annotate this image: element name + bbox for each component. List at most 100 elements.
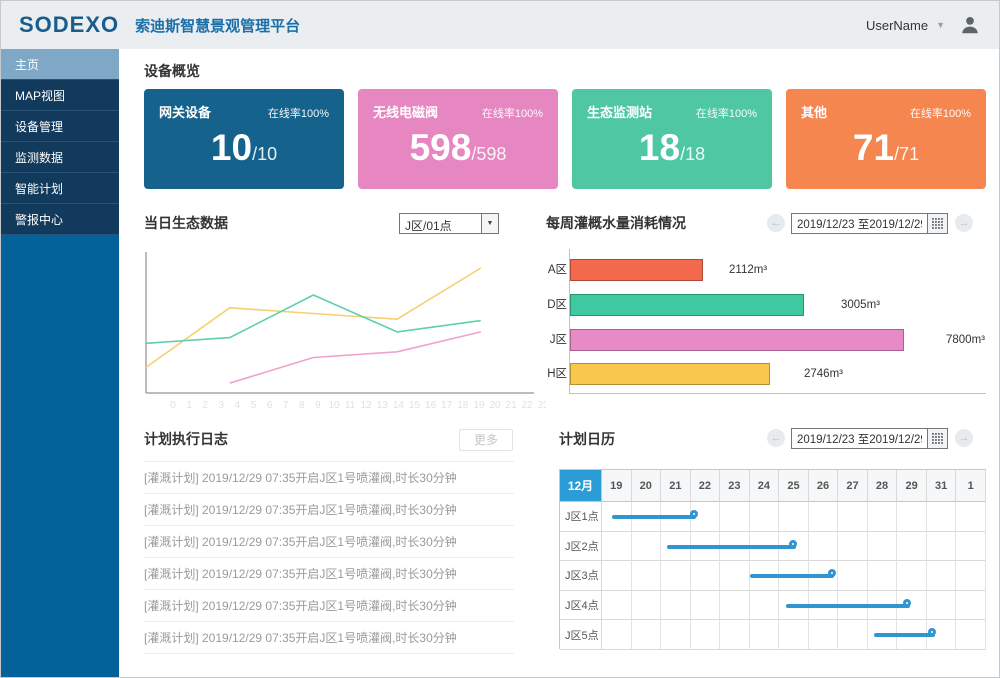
gantt-cell: [720, 620, 750, 650]
device-card-count: 598: [409, 127, 472, 168]
gantt-cell: [661, 590, 691, 621]
gantt-day-header: 27: [838, 470, 868, 502]
gantt-cell: [720, 561, 750, 591]
gantt-cell: [720, 502, 750, 532]
gantt-cell: [631, 561, 662, 591]
device-card-name: 生态监测站: [587, 105, 653, 120]
calendar-next-week-button[interactable]: →: [955, 429, 973, 447]
dropdown-arrow-icon[interactable]: ▼: [481, 214, 498, 233]
gantt-cell: [631, 590, 662, 621]
chevron-down-icon[interactable]: ▼: [936, 20, 945, 30]
online-rate-badge: 在线率100%: [267, 108, 329, 120]
bar-value-label: 7800m³: [946, 334, 985, 346]
x-tick-label: 14: [393, 400, 405, 411]
device-card-0[interactable]: 网关设备 在线率100% 10/10: [144, 89, 344, 189]
bar-2: [570, 329, 904, 351]
bar-value-label: 2746m³: [804, 368, 843, 380]
gantt-day-header: 26: [808, 470, 839, 502]
x-tick-label: 12: [361, 400, 373, 411]
bar-category-label: A区: [547, 264, 567, 276]
online-rate-badge: 在线率100%: [481, 108, 543, 120]
gantt-bar-4: [874, 633, 935, 638]
plan-gantt-table: 12月 19 20 21 22 23 24 25 26 27 28 29 31 1 J区1点 J区2点 J区3点…: [559, 469, 986, 650]
x-tick-label: 13: [377, 400, 389, 411]
device-card-2[interactable]: 生态监测站 在线率100% 18/18: [572, 89, 772, 189]
user-avatar-icon[interactable]: [959, 14, 981, 36]
device-card-name: 无线电磁阀: [373, 105, 439, 120]
gantt-month-cell: 12月: [560, 470, 602, 502]
gantt-cell: [779, 502, 809, 532]
device-card-1[interactable]: 无线电磁阀 在线率100% 598/598: [358, 89, 558, 189]
username-label[interactable]: UserName: [865, 17, 929, 33]
sidebar-item-2[interactable]: 设备管理: [1, 111, 119, 142]
x-tick-label: 11: [345, 400, 356, 411]
sidebar-item-0[interactable]: 主页: [1, 49, 119, 80]
gantt-cell: [838, 531, 868, 562]
zone-point-dropdown[interactable]: J区/01点 ▼: [399, 213, 499, 234]
gantt-row-label: J区1点: [560, 502, 602, 532]
water-next-week-button[interactable]: →: [955, 214, 973, 232]
x-tick-label: 19: [473, 400, 485, 411]
water-date-range-input[interactable]: [791, 213, 928, 234]
online-rate-badge: 在线率100%: [909, 108, 971, 120]
gantt-row: J区3点: [560, 561, 986, 591]
device-card-name: 其他: [801, 105, 828, 120]
gantt-row-grid: [602, 561, 986, 591]
gantt-cell: [867, 502, 898, 532]
platform-title: 索迪斯智慧景观管理平台: [135, 17, 301, 35]
device-card-count: 18: [638, 127, 681, 168]
gantt-row-grid: [602, 502, 986, 532]
x-tick-label: 0: [170, 400, 176, 411]
gantt-cell: [661, 561, 691, 591]
gantt-day-header: 29: [897, 470, 927, 502]
gantt-cell: [808, 531, 839, 562]
calendar-date-range-input[interactable]: [791, 428, 928, 449]
device-card-header: 网关设备 在线率100%: [159, 102, 329, 121]
gantt-day-header: 31: [926, 470, 957, 502]
eco-line-chart: 01234567891011121314151617181920212223: [145, 252, 546, 411]
gantt-cell: [926, 620, 957, 650]
sidebar-item-4[interactable]: 智能计划: [1, 173, 119, 204]
device-card-count-row: 18/18: [587, 127, 757, 169]
gantt-row: J区5点: [560, 620, 986, 650]
gantt-cell: [926, 531, 957, 562]
sodexo-logo: SODEXO: [19, 12, 120, 37]
bar-value-label: 3005m³: [841, 299, 880, 311]
gantt-cell: [661, 620, 691, 650]
online-rate-badge: 在线率100%: [695, 108, 757, 120]
gantt-day-header: 28: [867, 470, 898, 502]
water-prev-week-button[interactable]: ←: [767, 214, 785, 232]
header-user-area: UserName ▼: [866, 14, 981, 36]
device-card-header: 生态监测站 在线率100%: [587, 102, 757, 121]
water-calendar-icon[interactable]: [928, 213, 948, 234]
sidebar-item-1[interactable]: MAP视图: [1, 80, 119, 111]
gantt-cell: [926, 502, 957, 532]
gantt-day-header: 24: [749, 470, 780, 502]
series-pink: [229, 331, 481, 384]
device-card-3[interactable]: 其他 在线率100% 71/71: [786, 89, 986, 189]
x-tick-label: 18: [457, 400, 469, 411]
device-card-name: 网关设备: [159, 105, 212, 120]
bar-chart-x-axis: [569, 393, 986, 394]
gantt-row-grid: [602, 620, 986, 650]
sidebar-item-5[interactable]: 警报中心: [1, 204, 119, 235]
gantt-day-header: 1: [956, 470, 986, 502]
gantt-cell: [808, 502, 839, 532]
gantt-cell: [690, 590, 721, 621]
device-overview-title: 设备概览: [144, 63, 200, 79]
water-bar-chart: A区 2112m³ D区 3005m³ J区 7800m³ H区 2746m³: [546, 246, 986, 416]
gantt-bar-0: [612, 515, 697, 519]
gantt-cell: [602, 561, 632, 591]
gantt-bar-2: [750, 574, 835, 579]
calendar-grid-icon[interactable]: [928, 428, 948, 449]
gantt-cell: [749, 502, 780, 532]
gantt-row-label: J区5点: [560, 620, 602, 650]
gantt-bar-endpoint: [903, 598, 911, 607]
log-entry: [灌溉计划] 2019/12/29 07:35开启J区1号喷灌阀,时长30分钟: [144, 494, 514, 526]
more-button[interactable]: 更多: [459, 429, 513, 451]
bar-3: [570, 363, 770, 385]
series-yellow: [145, 267, 482, 369]
plan-calendar-title: 计划日历: [559, 431, 615, 447]
sidebar-item-3[interactable]: 监测数据: [1, 142, 119, 173]
calendar-prev-week-button[interactable]: ←: [767, 429, 785, 447]
